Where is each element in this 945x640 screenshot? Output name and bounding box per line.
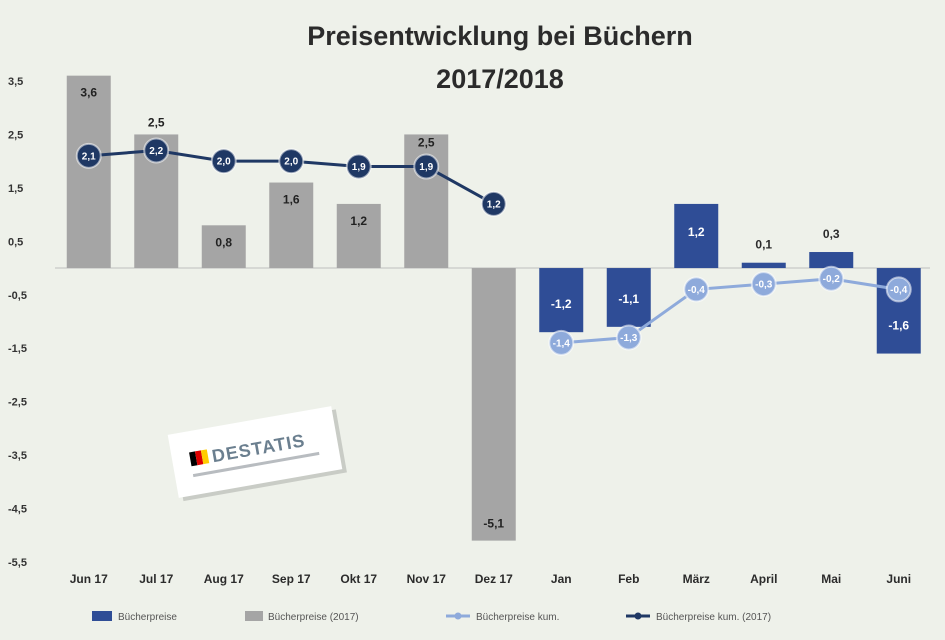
legend-swatch [245,611,263,621]
marker-label-2-9: -0,4 [688,285,706,296]
legend-item-buecherpreise: Bücherpreise [92,611,177,623]
data-label-1-5: 2,5 [418,135,435,149]
x-axis: Jun 17 Jul 17 Aug 17 Sep 17 Okt 17 Nov 17 Dez … [70,572,911,586]
marker-label-2-12: -0,4 [890,285,908,296]
y-tick-label: 3,5 [8,76,23,88]
flag-stripe-red [194,450,204,466]
destatis-logo: DESTATIS [167,406,347,502]
x-tick-label: Aug 17 [204,572,244,586]
marker-label-3-2: 2,0 [217,157,231,168]
bar-0-7 [539,268,584,333]
marker-3-4 [345,153,372,180]
data-label-0-9: 1,2 [688,225,705,239]
x-tick-label: Juni [886,572,911,586]
marker-3-3 [278,148,305,175]
legend-item-buecherpreise-2017: Bücherpreise (2017) [245,611,359,623]
y-tick-label: -4,5 [8,504,27,516]
x-tick-label: Jan [551,572,572,586]
data-labels: -1,2 -1,1 1,2 0,1 0,3 -1,6 3,6 2,5 0,8 1,6 1,2 2,5 -… [80,86,909,531]
marker-label-2-11: -0,2 [823,274,841,285]
data-label-0-12: -1,6 [888,319,909,333]
marker-label-2-7: -1,4 [553,338,571,349]
data-label-1-6: -5,1 [483,517,504,531]
legend-item-buecherpreise-kum-2017: Bücherpreise kum. (2017) [626,612,771,623]
y-tick-label: -5,5 [8,557,27,569]
marker-2-8 [615,324,642,351]
bar-1-0 [66,75,111,269]
y-tick-label: -3,5 [8,450,27,462]
marker-3-5 [413,153,440,180]
bar-1-3 [269,182,314,269]
bar-0-8 [606,268,651,327]
marker-3-6 [480,190,507,217]
markers: -1,4 -1,3 -0,4 -0,3 -0,2 -0,4 2,1 2,2 2,0 2,0 1,9 1… [75,137,912,356]
x-tick-label: April [750,572,777,586]
data-label-0-10: 0,1 [755,238,772,252]
bar-0-9 [674,203,719,269]
x-tick-label: Nov 17 [407,572,447,586]
chart-subtitle: 2017/2018 [436,64,564,94]
marker-2-9 [683,276,710,303]
y-tick-label: 0,5 [8,236,23,248]
legend-label: Bücherpreise (2017) [268,612,359,623]
y-tick-label: -1,5 [8,343,27,355]
marker-2-12 [885,276,912,303]
legend-marker [454,612,462,620]
marker-2-10 [750,271,777,298]
data-label-0-8: -1,1 [618,292,639,306]
legend-label: Bücherpreise kum. (2017) [656,612,771,623]
bar-0-11 [809,252,854,269]
y-tick-label: -2,5 [8,397,27,409]
bar-0-10 [741,262,786,269]
bar-1-2 [201,225,246,269]
legend-swatch [92,611,112,621]
legend-label: Bücherpreise kum. [476,612,559,623]
data-label-1-2: 0,8 [215,235,232,249]
flag-stripe-black [189,451,198,467]
marker-label-3-0: 2,1 [82,151,96,162]
data-label-1-3: 1,6 [283,193,300,207]
legend-item-buecherpreise-kum: Bücherpreise kum. [446,612,559,623]
x-tick-label: Okt 17 [340,572,377,586]
marker-3-1 [143,137,170,164]
data-label-0-11: 0,3 [823,227,840,241]
marker-label-3-6: 1,2 [487,199,501,210]
marker-label-3-5: 1,9 [419,162,433,173]
marker-label-2-8: -1,3 [620,333,638,344]
y-axis: 3,5 2,5 1,5 0,5 -0,5 -1,5 -2,5 -3,5 -4,5 -5,5 [8,76,27,569]
logo-tagline-bar [192,451,320,478]
logo-card [167,406,343,498]
marker-label-2-10: -0,3 [755,280,773,291]
marker-2-11 [818,265,845,292]
y-tick-label: 2,5 [8,129,23,141]
data-label-1-1: 2,5 [148,115,165,129]
data-label-1-4: 1,2 [350,214,367,228]
marker-3-0 [75,142,102,169]
bar-1-4 [336,203,381,269]
marker-label-3-1: 2,2 [149,146,163,157]
data-label-0-7: -1,2 [551,297,572,311]
marker-label-3-3: 2,0 [284,157,298,168]
x-tick-label: Feb [618,572,639,586]
x-tick-label: März [683,572,710,586]
marker-label-3-4: 1,9 [352,162,366,173]
marker-2-7 [548,329,575,356]
legend-label: Bücherpreise [118,612,177,623]
x-tick-label: Sep 17 [272,572,311,586]
x-tick-label: Dez 17 [475,572,513,586]
data-label-1-0: 3,6 [80,86,97,100]
legend-marker [634,612,642,620]
legend: Bücherpreise Bücherpreise (2017) Bücherp… [92,611,771,623]
bar-1-6 [471,268,516,541]
y-tick-label: -0,5 [8,290,27,302]
chart-title: Preisentwicklung bei Büchern [307,21,693,51]
x-tick-label: Jun 17 [70,572,108,586]
x-tick-label: Jul 17 [139,572,173,586]
marker-3-2 [210,148,237,175]
x-tick-label: Mai [821,572,841,586]
flag-stripe-gold [200,449,210,465]
y-tick-label: 1,5 [8,183,23,195]
